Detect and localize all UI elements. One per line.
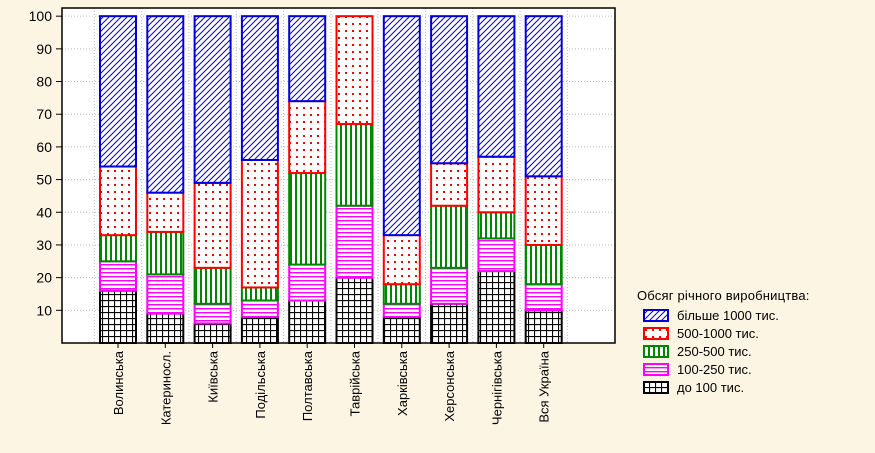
bar-segment — [146, 15, 185, 194]
bar-segment — [240, 299, 279, 318]
bar-segment — [430, 162, 469, 207]
category-label: Катериносл. — [158, 351, 173, 425]
y-tick-label: 30 — [36, 237, 52, 253]
legend-label: більше 1000 тис. — [677, 307, 779, 323]
bar-segment — [382, 302, 421, 318]
category-label: Подільська — [253, 350, 268, 418]
category-label: Херсонська — [442, 350, 457, 421]
bar-segment — [288, 100, 327, 175]
legend-swatch — [643, 362, 669, 376]
bar-segment — [335, 123, 374, 207]
bar-segment — [477, 270, 516, 344]
bar-segment — [430, 204, 469, 269]
category-labels: Волинська Катериносл. Київська Подільська По… — [111, 350, 552, 425]
legend-swatch — [643, 344, 669, 358]
bar-segment — [99, 289, 137, 344]
bar-segment — [193, 322, 232, 345]
y-tick-label: 20 — [36, 270, 52, 286]
bar-segment — [430, 266, 469, 305]
bar-segment — [524, 15, 563, 178]
axis-ticks: 10 20 30 40 50 60 70 80 90 100 — [29, 8, 545, 348]
legend-item: 500-1000 тис. — [643, 324, 810, 342]
bar-segment — [477, 155, 516, 214]
legend-label: 500-1000 тис. — [677, 325, 759, 341]
bar-segment — [99, 15, 137, 168]
bar-segment — [430, 302, 469, 344]
bar-segment — [524, 309, 563, 345]
bar-segment — [288, 172, 327, 266]
category-label: Таврійська — [348, 350, 363, 416]
bar-segment — [146, 230, 185, 276]
bar-segment — [524, 175, 563, 246]
bar-segment — [99, 234, 137, 263]
bar-segment — [146, 273, 185, 315]
legend-item: більше 1000 тис. — [643, 306, 810, 324]
legend-item: 250-500 тис. — [643, 342, 810, 360]
bar-segment — [382, 234, 421, 286]
bar-segment — [288, 15, 327, 103]
bar-segment — [193, 302, 232, 325]
bar-segment — [524, 243, 563, 286]
legend-item: до 100 тис. — [643, 378, 810, 396]
bar-segment — [99, 165, 137, 237]
bar-segment — [335, 276, 374, 345]
bar-segment — [193, 15, 232, 184]
legend-label: 250-500 тис. — [677, 343, 752, 359]
legend-label: до 100 тис. — [677, 379, 745, 395]
bars — [99, 15, 563, 345]
category-label: Вся Україна — [537, 350, 552, 422]
legend-swatch — [643, 308, 669, 322]
y-tick-label: 50 — [36, 172, 52, 188]
category-label: Полтавська — [300, 350, 315, 421]
category-label: Волинська — [111, 350, 126, 415]
category-label: Київська — [206, 350, 221, 402]
category-label: Чернігівська — [489, 350, 504, 425]
bar-segment — [240, 158, 279, 289]
legend-items: більше 1000 тис. 500-1000 тис. 250-500 тис… — [637, 306, 810, 396]
bar-segment — [288, 263, 327, 302]
legend-swatch — [643, 326, 669, 340]
legend-title: Обсяг річного виробництва: — [637, 288, 810, 303]
y-tick-label: 70 — [36, 106, 52, 122]
bar-segment — [146, 191, 185, 233]
y-tick-label: 80 — [36, 74, 52, 90]
y-tick-label: 10 — [36, 302, 52, 318]
bar-segment — [382, 315, 421, 345]
bar-segment — [335, 15, 374, 126]
bar-segment — [335, 204, 374, 279]
bar-segment — [193, 181, 232, 269]
bar-segment — [477, 237, 516, 273]
legend-swatch — [643, 380, 669, 394]
y-tick-label: 60 — [36, 139, 52, 155]
category-label: Харківська — [395, 350, 410, 416]
bar-segment — [288, 299, 327, 345]
bar-segment — [146, 312, 185, 344]
bar-segment — [240, 15, 279, 161]
bar-segment — [430, 15, 469, 165]
bar-segment — [240, 315, 279, 345]
bar-segment — [382, 15, 421, 237]
legend-label: 100-250 тис. — [677, 361, 752, 377]
legend-item: 100-250 тис. — [643, 360, 810, 378]
y-tick-label: 100 — [29, 8, 53, 24]
bar-segment — [524, 283, 563, 312]
bar-segment — [193, 266, 232, 305]
plot-frame — [61, 7, 616, 344]
bar-segment — [240, 286, 279, 302]
bar-segment — [477, 15, 516, 158]
y-tick-label: 40 — [36, 204, 52, 220]
bar-segment — [477, 211, 516, 240]
y-tick-label: 90 — [36, 41, 52, 57]
bar-segment — [99, 260, 137, 292]
bar-segment — [382, 283, 421, 305]
legend: Обсяг річного виробництва: більше 1000 т… — [637, 288, 810, 396]
